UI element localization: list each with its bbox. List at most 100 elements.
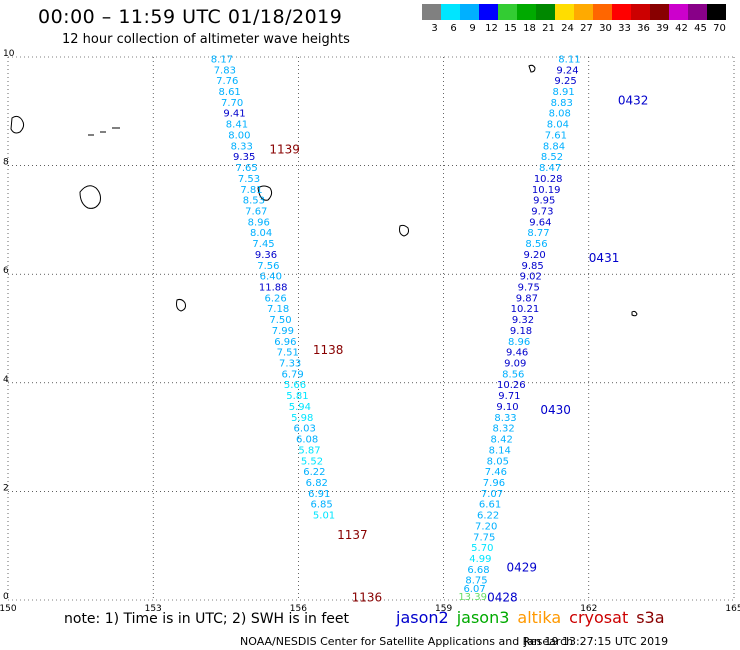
island-outline <box>631 310 638 317</box>
footer-note: note: 1) Time is in UTC; 2) SWH is in fe… <box>64 611 350 627</box>
wave-height-value: 6.40 <box>260 272 282 283</box>
wave-height-value: 6.22 <box>303 467 325 478</box>
scale-label: 33 <box>618 23 631 34</box>
pass-time-label: 1136 <box>352 590 383 604</box>
wave-height-value: 8.84 <box>543 141 565 152</box>
wave-height-value: 8.91 <box>552 87 574 98</box>
wave-height-value: 8.56 <box>525 239 547 250</box>
scale-label: 15 <box>504 23 517 34</box>
scale-swatch <box>574 4 593 20</box>
wave-height-value: 7.99 <box>272 326 294 337</box>
scale-label: 70 <box>713 23 726 34</box>
wave-height-value: 11.88 <box>259 282 288 293</box>
pass-time-label: 1139 <box>269 142 300 156</box>
wave-height-value: 5.87 <box>298 445 320 456</box>
wave-height-value: 9.09 <box>504 359 526 370</box>
wave-height-value: 8.96 <box>508 337 530 348</box>
wave-height-value: 9.87 <box>516 293 538 304</box>
x-tick-label: 159 <box>435 604 452 614</box>
legend-satellite: s3a <box>636 608 665 627</box>
island-outline <box>79 185 101 209</box>
wave-height-value: 9.46 <box>506 348 528 359</box>
wave-height-value: 8.47 <box>539 163 561 174</box>
wave-height-value: 7.50 <box>269 315 291 326</box>
wave-height-value: 8.14 <box>489 445 511 456</box>
wave-height-value: 8.08 <box>549 109 571 120</box>
wave-height-value: 8.33 <box>231 141 253 152</box>
island-outline <box>176 298 186 312</box>
wave-height-value: 7.67 <box>245 206 267 217</box>
wave-height-value: 7.45 <box>252 239 274 250</box>
island-outline <box>399 224 409 237</box>
scale-swatch <box>517 4 536 20</box>
wave-height-value: 8.11 <box>558 54 580 65</box>
scale-label: 45 <box>694 23 707 34</box>
wave-height-value: 10.26 <box>497 380 526 391</box>
wave-height-value: 8.04 <box>250 228 272 239</box>
wave-height-value: 9.24 <box>556 65 578 76</box>
wave-height-value: 9.20 <box>523 250 545 261</box>
wave-height-value: 8.96 <box>248 217 270 228</box>
wave-height-value: 7.56 <box>257 261 279 272</box>
y-tick-label: 0 <box>3 592 9 602</box>
wave-height-value: 7.51 <box>277 348 299 359</box>
wave-height-value: 8.17 <box>211 54 233 65</box>
scale-swatch <box>460 4 479 20</box>
wave-height-value: 5.81 <box>286 391 308 402</box>
wave-height-value: 8.05 <box>487 456 509 467</box>
scale-label: 36 <box>637 23 650 34</box>
scale-swatch <box>593 4 612 20</box>
wave-height-value: 7.65 <box>235 163 257 174</box>
y-tick-label: 6 <box>3 266 9 276</box>
wave-height-value: 9.64 <box>529 217 551 228</box>
wave-height-value: 8.00 <box>228 130 250 141</box>
wave-height-value: 7.20 <box>475 521 497 532</box>
wave-height-value: 5.66 <box>284 380 306 391</box>
scale-label: 42 <box>675 23 688 34</box>
wave-height-value: 10.19 <box>532 185 561 196</box>
pass-time-label: 0431 <box>589 251 620 265</box>
wave-height-value: 8.53 <box>243 196 265 207</box>
wave-height-value: 9.95 <box>533 196 555 207</box>
island-outline <box>10 115 25 134</box>
wave-height-value: 7.70 <box>221 98 243 109</box>
scale-label: 21 <box>542 23 555 34</box>
wave-height-value: 7.46 <box>485 467 507 478</box>
scale-label: 30 <box>599 23 612 34</box>
wave-height-value: 7.75 <box>473 532 495 543</box>
wave-height-value: 6.85 <box>310 500 332 511</box>
pass-time-label: 1137 <box>337 528 368 542</box>
wave-height-value: 9.25 <box>554 76 576 87</box>
wave-height-value: 6.61 <box>479 500 501 511</box>
legend-satellite: jason3 <box>456 608 510 627</box>
wave-height-value: 5.52 <box>301 456 323 467</box>
wave-height-value: 8.52 <box>541 152 563 163</box>
wave-height-value: 7.81 <box>240 185 262 196</box>
scale-label: 3 <box>431 23 438 34</box>
wave-height-value: 13.39 <box>458 592 487 603</box>
legend-satellite: cryosat <box>569 608 629 627</box>
wave-height-value: 4.99 <box>469 554 491 565</box>
scale-label: 12 <box>485 23 498 34</box>
y-tick-label: 8 <box>3 158 9 168</box>
scale-swatch <box>498 4 517 20</box>
wave-height-value: 7.33 <box>279 359 301 370</box>
island-outline <box>528 64 536 73</box>
scale-swatch <box>479 4 498 20</box>
wave-height-value: 8.42 <box>491 435 513 446</box>
wave-height-value: 9.35 <box>233 152 255 163</box>
wave-height-value: 9.75 <box>518 282 540 293</box>
page-title: 00:00 – 11:59 UTC 01/18/2019 <box>38 6 343 28</box>
wave-height-value: 6.79 <box>281 369 303 380</box>
x-tick-label: 162 <box>580 604 597 614</box>
scale-swatch <box>441 4 460 20</box>
wave-height-value: 8.32 <box>492 424 514 435</box>
wave-height-value: 6.82 <box>306 478 328 489</box>
scale-label: 27 <box>580 23 593 34</box>
wave-height-value: 9.32 <box>512 315 534 326</box>
wave-height-value: 8.61 <box>219 87 241 98</box>
y-tick-label: 4 <box>3 375 9 385</box>
wave-height-value: 5.94 <box>289 402 311 413</box>
wave-height-value: 8.56 <box>502 369 524 380</box>
